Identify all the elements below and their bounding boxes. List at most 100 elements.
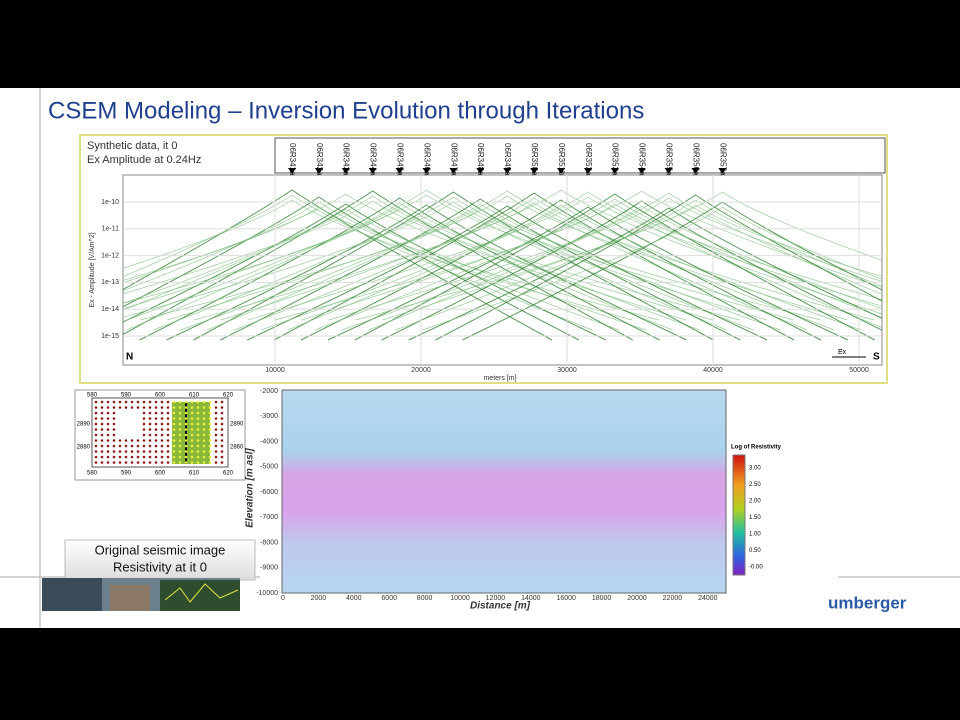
- map-point: [130, 406, 134, 409]
- map-point: [100, 461, 104, 464]
- map-point: [160, 428, 164, 431]
- map-point: [214, 406, 218, 409]
- map-point: [124, 455, 128, 459]
- x-tick-label: 12000: [486, 595, 506, 602]
- response-curve: [207, 190, 808, 331]
- receiver-marker: [422, 168, 431, 174]
- y-tick-label: -3000: [260, 413, 278, 420]
- receiver-label: 06R353a: [611, 143, 620, 176]
- receiver-marker: [557, 168, 565, 174]
- map-point: [196, 450, 200, 453]
- map-point: [184, 439, 188, 442]
- map-point: [208, 417, 212, 420]
- map-point: [166, 433, 170, 437]
- map-point: [220, 461, 224, 464]
- map-point: [202, 455, 206, 459]
- map-point: [94, 433, 98, 437]
- map-point: [160, 450, 164, 453]
- map-point: [208, 411, 212, 415]
- map-point: [154, 411, 158, 415]
- y-axis-label: Ex - Amplitude [V/Am^2]: [89, 232, 96, 307]
- map-point: [166, 428, 170, 431]
- map-point: [94, 400, 98, 404]
- map-point: [178, 450, 182, 453]
- y-tick-label: 1e-12: [101, 252, 119, 259]
- map-point: [106, 422, 110, 426]
- map-point: [178, 433, 182, 437]
- map-point: [106, 444, 110, 448]
- map-point: [142, 422, 146, 426]
- map-point: [178, 444, 182, 448]
- map-point: [118, 455, 122, 459]
- map-point: [166, 439, 170, 442]
- map-point: [190, 406, 194, 409]
- map-point: [172, 400, 176, 404]
- map-y-tick: 2860: [230, 445, 244, 451]
- receiver-marker: [314, 168, 323, 174]
- map-point: [154, 439, 158, 442]
- receiver-label: 06R355a: [664, 143, 673, 176]
- map-point: [184, 411, 188, 415]
- map-point: [208, 433, 212, 437]
- map-point: [202, 406, 206, 409]
- map-point: [142, 411, 146, 415]
- caption-line: Synthetic data, it 0: [87, 140, 178, 152]
- map-point: [190, 444, 194, 448]
- map-point: [202, 411, 206, 415]
- y-tick-label: 1e-10: [101, 199, 119, 206]
- map-point: [106, 455, 110, 459]
- map-point: [94, 417, 98, 420]
- response-curve: [126, 189, 727, 331]
- map-point: [202, 450, 206, 453]
- map-point: [160, 461, 164, 464]
- map-x-tick: 580: [87, 393, 98, 399]
- map-point: [214, 461, 218, 464]
- map-point: [154, 406, 158, 409]
- response-curve: [167, 195, 848, 321]
- receiver-label: 06R351b: [557, 143, 566, 176]
- receiver-strip: [274, 137, 886, 174]
- receiver-label: 06R346a: [422, 143, 431, 176]
- map-point: [184, 400, 188, 404]
- map-point: [112, 406, 116, 409]
- map-point: [184, 406, 188, 409]
- map-point: [106, 439, 110, 442]
- y-tick-label: -5000: [260, 464, 278, 471]
- map-survey-area: [172, 402, 210, 464]
- map-point: [124, 450, 128, 453]
- map-point: [184, 450, 188, 453]
- map-point: [118, 461, 122, 464]
- section-frame: [281, 389, 727, 594]
- map-point: [106, 400, 110, 404]
- photo-strip: [42, 578, 240, 611]
- map-point: [190, 461, 194, 464]
- colorbar: [732, 454, 746, 576]
- response-curve: [273, 192, 795, 341]
- receiver-label: 06R348a: [476, 143, 485, 176]
- map-point: [148, 422, 152, 426]
- map-point: [214, 433, 218, 437]
- map-point: [154, 400, 158, 404]
- x-tick-label: 30000: [557, 367, 577, 374]
- map-point: [166, 444, 170, 448]
- response-curve: [123, 200, 713, 321]
- response-curve: [301, 190, 882, 321]
- map-point: [94, 439, 98, 442]
- map-point: [214, 455, 218, 459]
- y-tick-label: 1e-14: [101, 306, 119, 313]
- y-tick-label: -8000: [260, 539, 278, 546]
- map-point: [220, 428, 224, 431]
- x-tick-label: 50000: [849, 367, 869, 374]
- y-tick-label: -7000: [260, 514, 278, 521]
- response-curve: [247, 196, 882, 321]
- map-y-tick: 2890: [230, 422, 244, 428]
- response-curve: [408, 207, 882, 341]
- map-point: [178, 455, 182, 459]
- map-point: [106, 417, 110, 420]
- y-tick-label: -9000: [260, 565, 278, 572]
- map-point: [166, 411, 170, 415]
- map-point: [100, 450, 104, 453]
- x-axis-label: meters [m]: [483, 375, 516, 382]
- direction-left: N: [126, 352, 133, 363]
- map-point: [142, 417, 146, 420]
